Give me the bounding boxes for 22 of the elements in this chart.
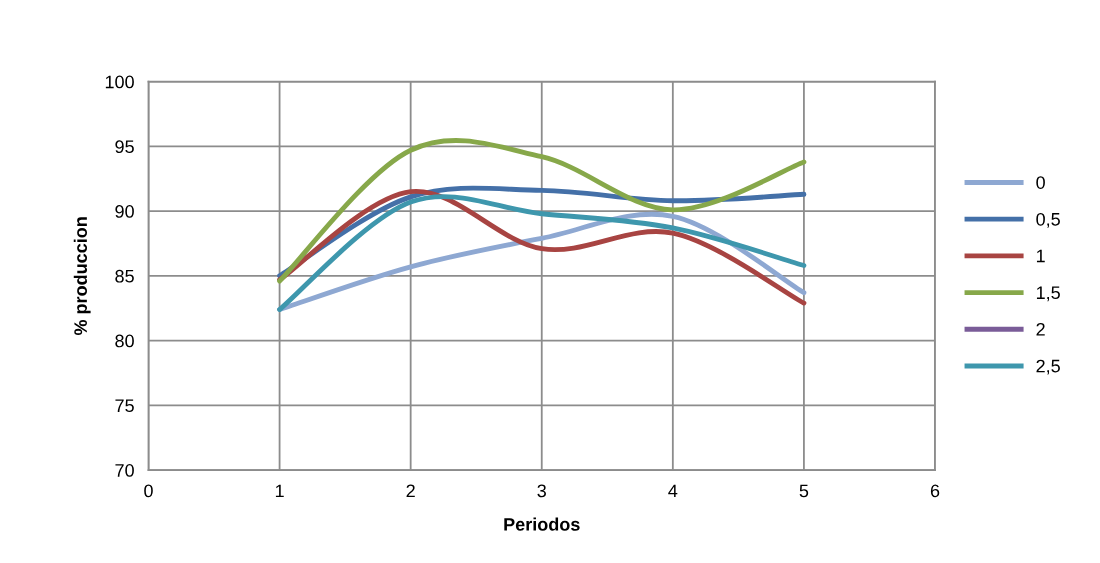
y-tick-label: 75 — [115, 399, 134, 413]
legend-label: 0 — [1036, 176, 1045, 189]
x-tick-label: 6 — [930, 484, 940, 498]
x-tick-label: 4 — [668, 484, 678, 498]
legend-label: 1 — [1036, 249, 1045, 263]
legend-label: 0,5 — [1036, 212, 1060, 228]
x-tick-label: 0 — [144, 484, 153, 498]
y-tick-label: 80 — [115, 334, 134, 348]
y-tick-label: 90 — [115, 205, 134, 218]
x-tick-label: 1 — [275, 484, 284, 498]
y-tick-label: 100 — [105, 75, 134, 89]
legend-label: 2,5 — [1036, 359, 1060, 375]
legend-label: 1,5 — [1036, 286, 1060, 302]
y-axis-title: % produccion — [73, 217, 91, 336]
y-tick-label: 95 — [115, 140, 134, 154]
x-tick-label: 2 — [406, 484, 415, 498]
y-tick-label: 85 — [115, 269, 134, 283]
x-tick-label: 3 — [537, 484, 546, 498]
y-tick-label: 70 — [115, 464, 134, 477]
x-axis-title: Periodos — [504, 517, 580, 531]
x-tick-label: 5 — [799, 484, 809, 498]
legend-label: 2 — [1036, 322, 1045, 336]
